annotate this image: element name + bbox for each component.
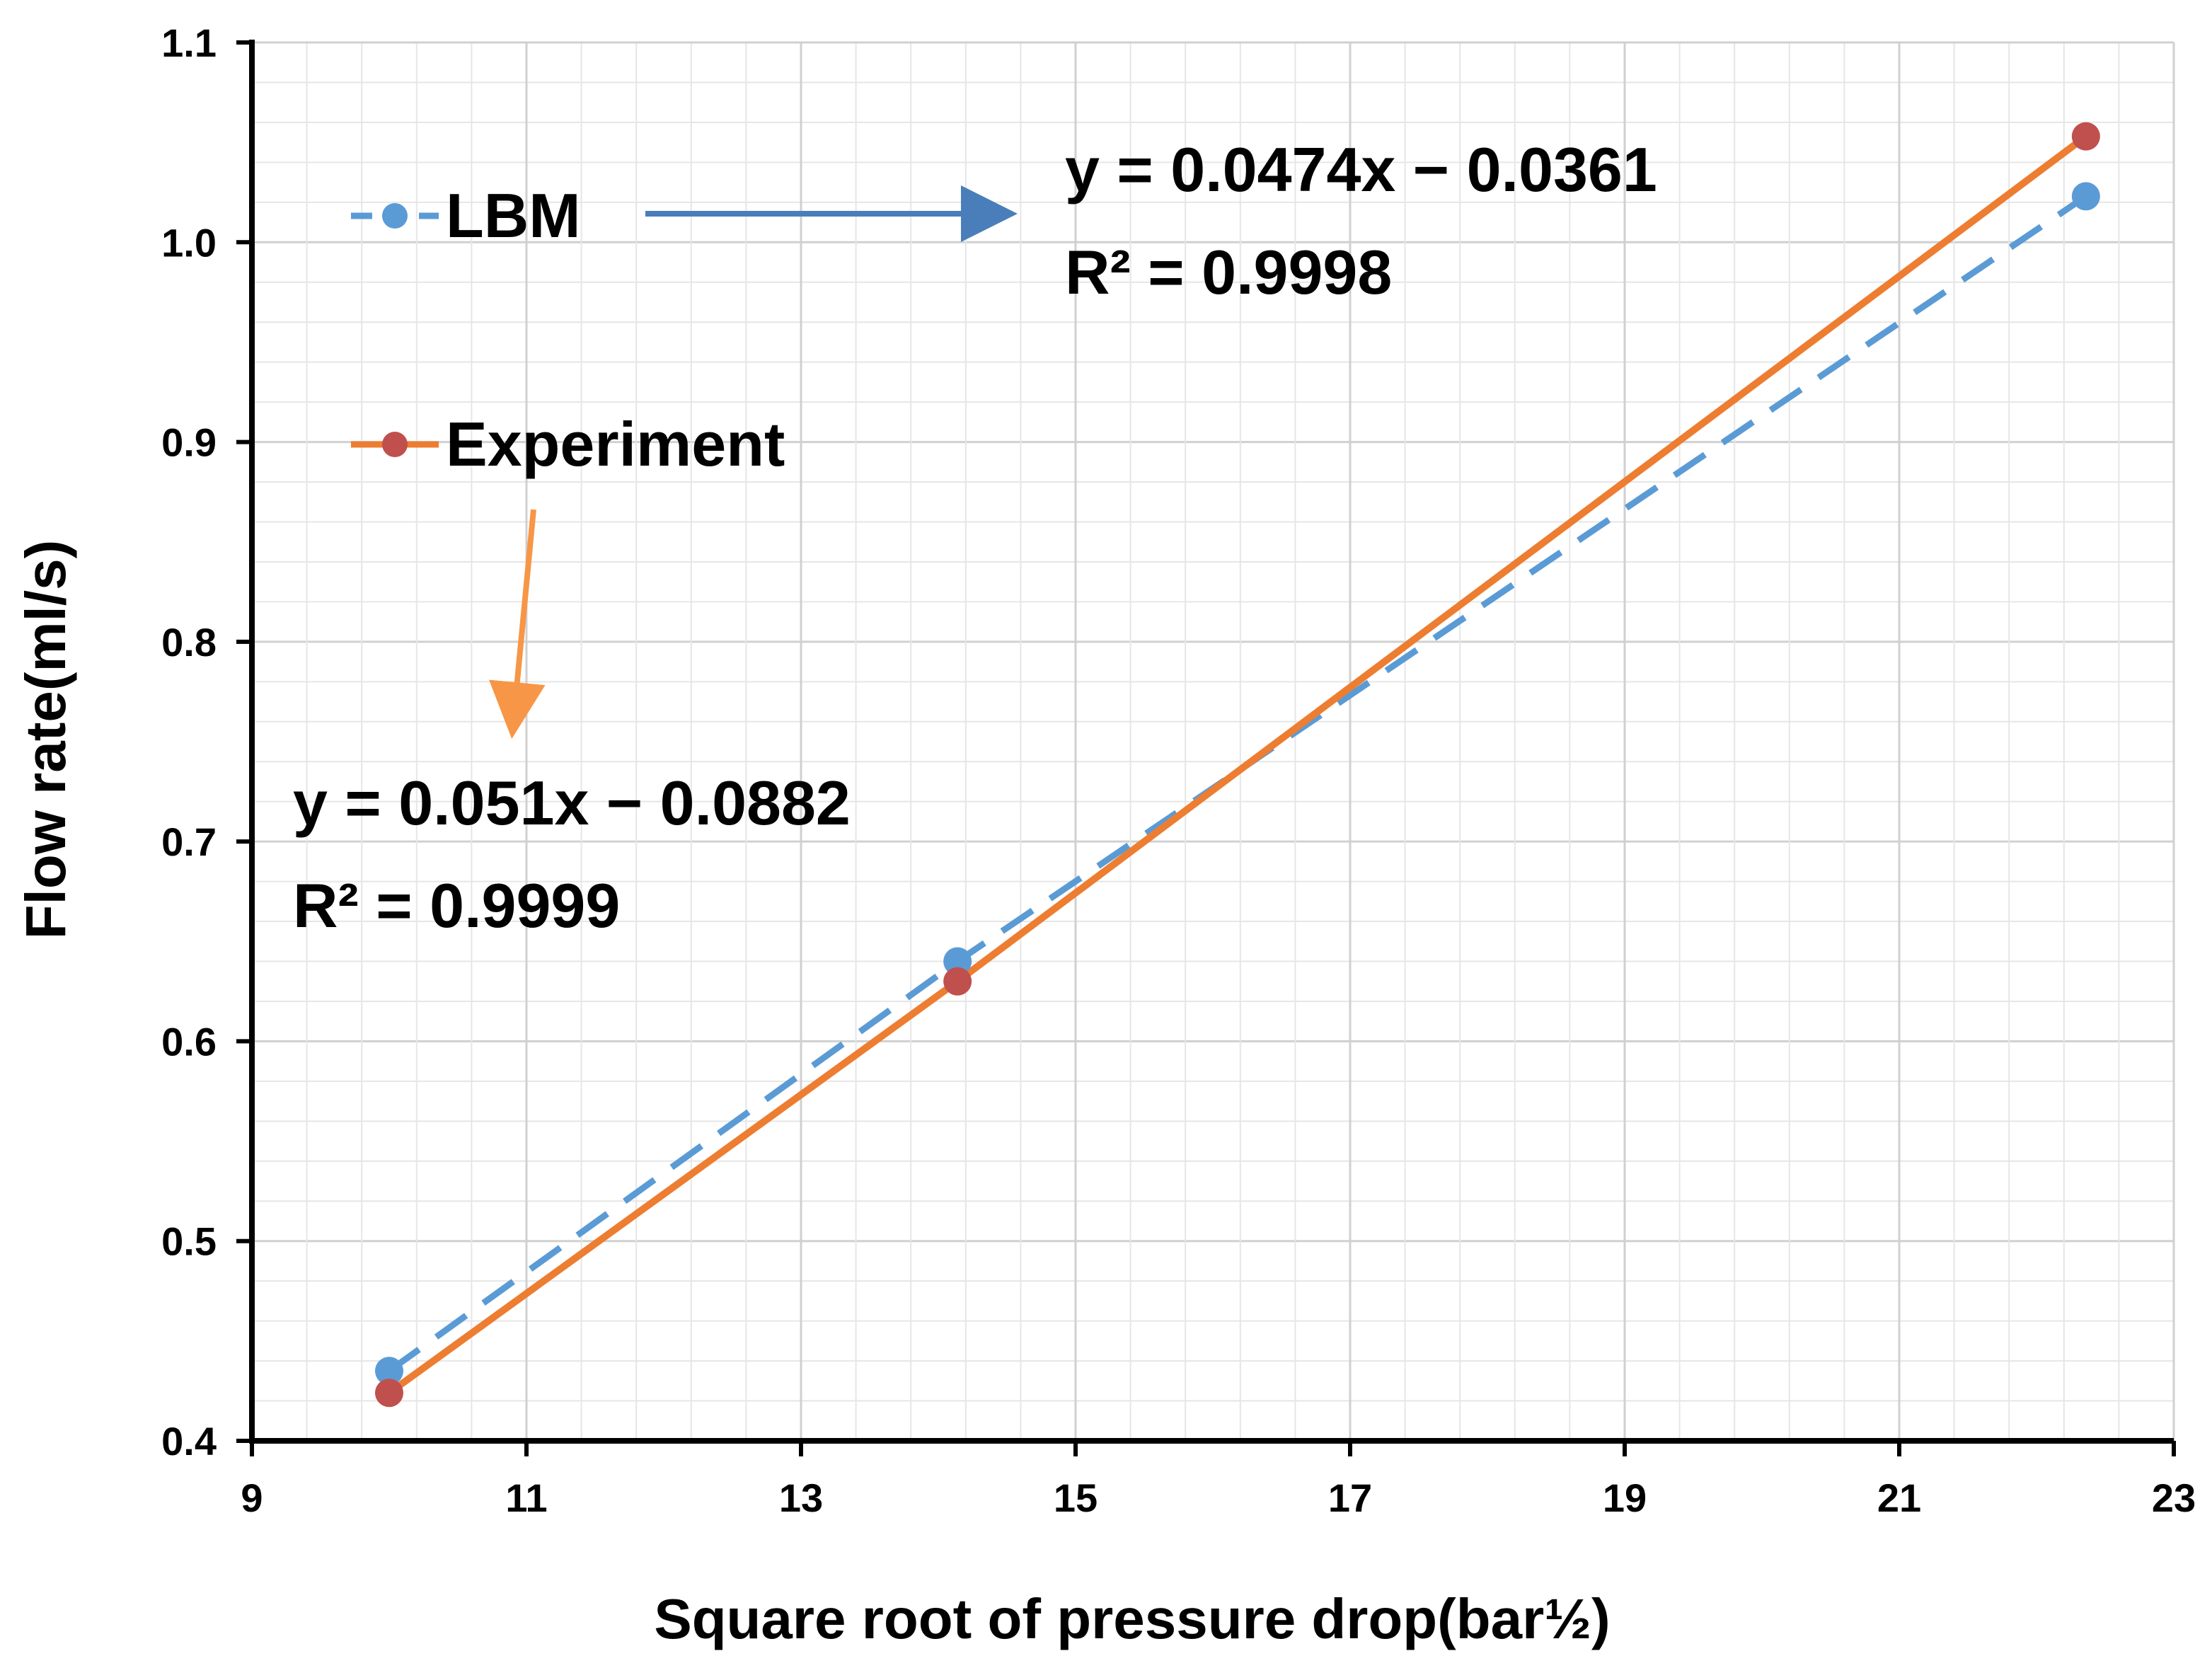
axes: [236, 40, 2176, 1456]
legend-experiment-marker: [382, 432, 408, 457]
x-tick-label: 11: [505, 1476, 547, 1520]
y-tick-label: 1.0: [161, 220, 217, 265]
data-point-experiment: [375, 1379, 403, 1408]
legend: LBM Experiment: [351, 180, 785, 479]
y-tick-labels: 0.4 0.5 0.6 0.7 0.8 0.9 1.0 1.1: [161, 21, 217, 1463]
lbm-r2-label: R² = 0.9998: [1065, 237, 1392, 307]
legend-item-lbm: LBM: [351, 180, 581, 251]
x-tick-label: 23: [2152, 1476, 2196, 1520]
y-tick-label: 0.6: [161, 1019, 217, 1064]
y-tick-label: 0.5: [161, 1219, 217, 1264]
experiment-equation-label: y = 0.051x − 0.0882: [293, 768, 851, 838]
data-point-lbm: [2071, 182, 2100, 211]
x-tick-labels: 9 11 13 15 17 19 21 23: [241, 1476, 2196, 1520]
x-axis-title: Square root of pressure drop(bar½): [654, 1587, 1610, 1650]
x-tick-label: 19: [1603, 1476, 1647, 1520]
legend-item-experiment: Experiment: [351, 409, 785, 479]
experiment-r2-label: R² = 0.9999: [293, 870, 620, 941]
data-point-experiment: [2071, 122, 2100, 151]
x-tick-label: 15: [1054, 1476, 1098, 1520]
legend-lbm-label: LBM: [446, 180, 581, 251]
legend-lbm-marker: [382, 203, 408, 229]
y-tick-label: 1.1: [161, 21, 217, 65]
lbm-equation-label: y = 0.0474x − 0.0361: [1065, 134, 1657, 205]
y-tick-label: 0.7: [161, 819, 217, 864]
y-tick-label: 0.8: [161, 620, 217, 665]
x-tick-label: 21: [1877, 1476, 1921, 1520]
y-tick-label: 0.4: [161, 1419, 217, 1463]
grid: [252, 41, 2175, 1441]
series-line-experiment: [387, 133, 2088, 1396]
series-layer: [375, 122, 2100, 1408]
data-point-lbm: [375, 1357, 403, 1386]
data-point-lbm: [943, 947, 972, 976]
legend-experiment-label: Experiment: [446, 409, 785, 479]
data-point-experiment: [943, 967, 972, 996]
x-tick-label: 13: [779, 1476, 823, 1520]
y-tick-label: 0.9: [161, 420, 217, 465]
experiment-annotation-arrow: [488, 509, 546, 739]
x-tick-label: 17: [1328, 1476, 1372, 1520]
x-tick-label: 9: [241, 1476, 263, 1520]
y-axis-title: Flow rate(ml/s): [14, 540, 77, 940]
